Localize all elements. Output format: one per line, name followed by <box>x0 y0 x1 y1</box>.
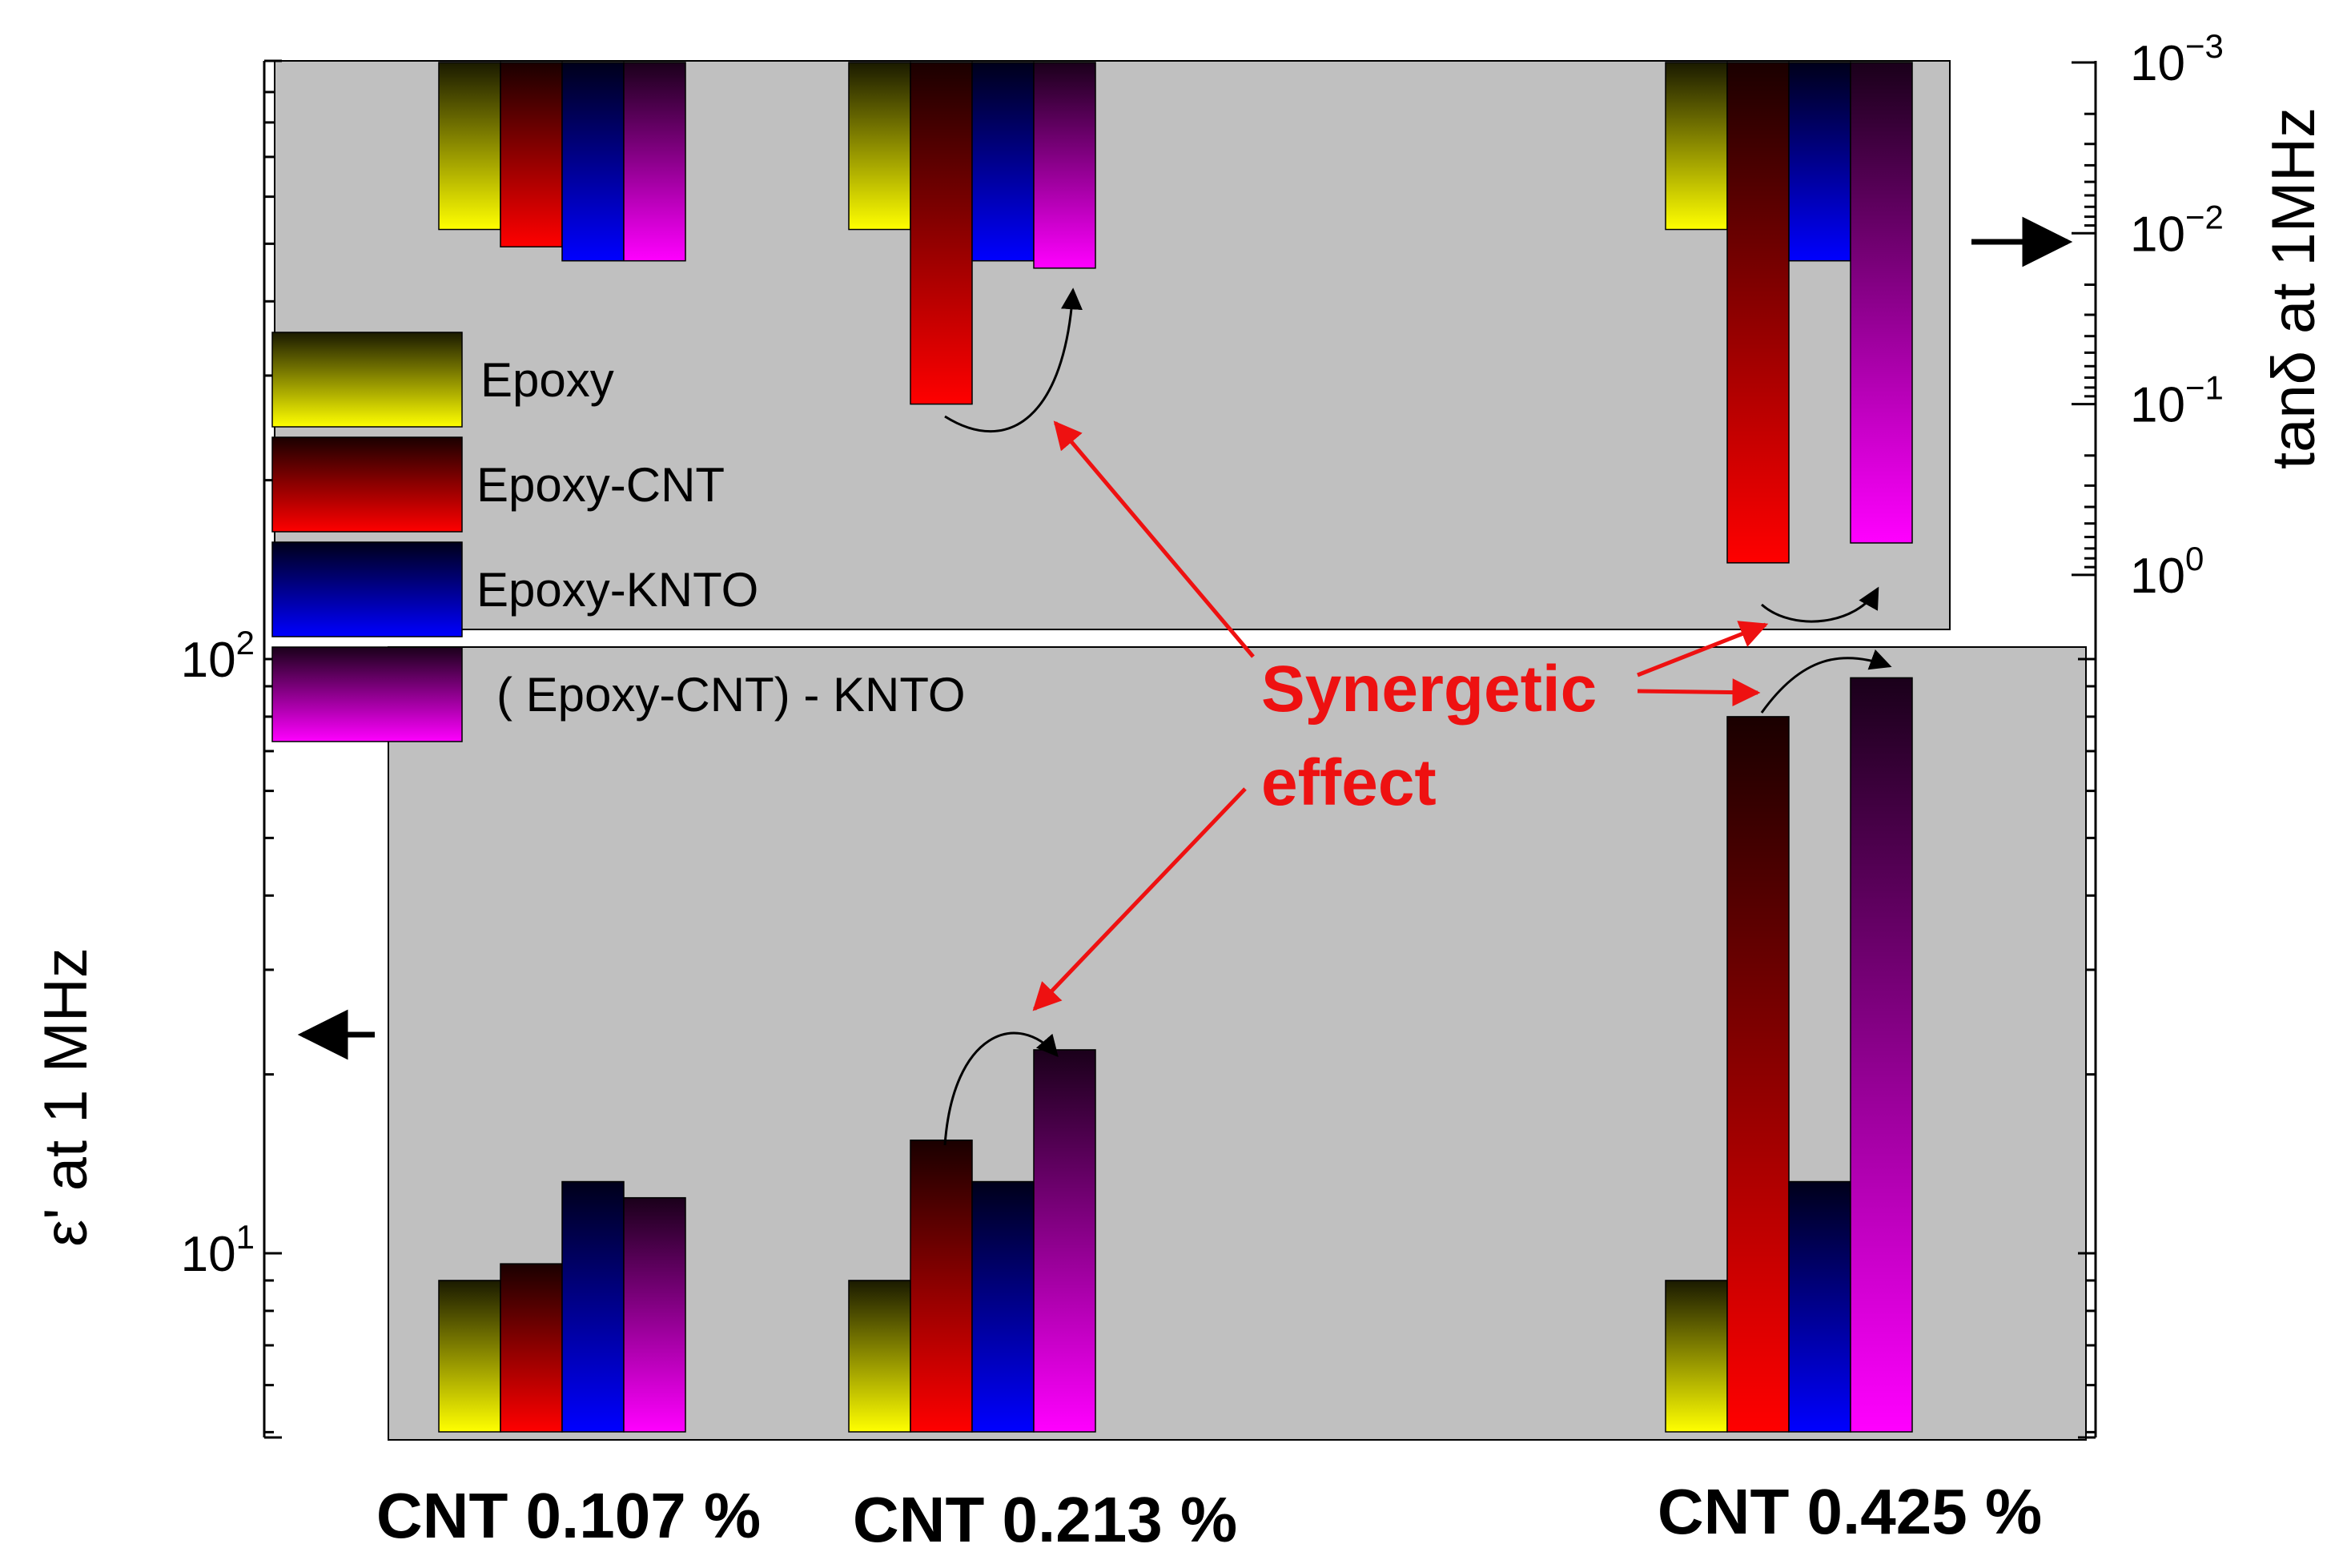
category-labels: CNT 0.107 % CNT 0.213 % CNT 0.425 % <box>376 1476 2042 1555</box>
tand-bar-epoxy-cnt-knto-3 <box>1850 62 1913 544</box>
curve-arrow-tand-0425 <box>1761 586 1879 623</box>
eps-bar-epoxy-cnt-2 <box>910 1140 973 1433</box>
legend-label-3: Epoxy-KNTO <box>476 563 758 617</box>
eps-bar-epoxy-cnt-knto-2 <box>1033 1049 1096 1433</box>
tand-bar-epoxy-cnt-knto-1 <box>623 62 686 262</box>
tand-bar-epoxy-cnt-knto-2 <box>1033 62 1096 269</box>
left-tick-label: 102 <box>181 624 255 688</box>
tand-bar-epoxy-cnt-3 <box>1726 62 1790 564</box>
legend-label-1: Epoxy <box>480 353 614 407</box>
eps-bar-epoxy-cnt-3 <box>1726 716 1790 1433</box>
curve-arrow-eps-0213 <box>943 1031 1059 1146</box>
ticks-layer: 101 102 10−3 10−2 10−1 100 <box>181 27 2224 1439</box>
legend-label-2: Epoxy-CNT <box>476 458 725 512</box>
eps-bar-epoxy-cnt-knto-3 <box>1850 677 1913 1433</box>
right-tick-label: 100 <box>2130 540 2204 604</box>
tand-bar-epoxy-cnt-1 <box>500 62 563 247</box>
red-arrow-to-eps-0425 <box>1637 678 1761 707</box>
red-arrow-to-eps-0213 <box>1032 787 1247 1011</box>
right-tick-label: 10−1 <box>2130 369 2224 433</box>
annotation-synergetic: Synergetic <box>1261 653 1597 726</box>
legend-swatch-1 <box>271 332 463 428</box>
category-label-2: CNT 0.213 % <box>853 1484 1237 1555</box>
curve-arrow-eps-0425 <box>1760 649 1892 714</box>
red-arrow-to-tand-0213 <box>1053 420 1255 658</box>
tand-bar-epoxy-knto-3 <box>1788 62 1851 262</box>
right-y-axis-title: tanδ at 1MHz <box>2260 107 2328 469</box>
tand-bar-epoxy-knto-1 <box>561 62 625 262</box>
curve-arrow-tand-0213 <box>944 287 1083 433</box>
eps-bar-epoxy-knto-1 <box>561 1180 625 1433</box>
right-tick-label: 10−3 <box>2130 27 2224 91</box>
tand-bar-epoxy-cnt-2 <box>910 62 973 405</box>
eps-bar-epoxy-knto-2 <box>971 1180 1035 1433</box>
category-label-1: CNT 0.107 % <box>376 1480 761 1551</box>
right-tick-label: 10−2 <box>2130 198 2224 262</box>
axes-layer <box>263 61 2097 1437</box>
eps-bar-epoxy-1 <box>438 1280 501 1433</box>
tand-bar-epoxy-knto-2 <box>971 62 1035 262</box>
tand-bar-epoxy-2 <box>848 62 911 231</box>
tand-bar-epoxy-3 <box>1665 62 1728 231</box>
legend-swatch-2 <box>271 436 463 533</box>
legend: Epoxy Epoxy-CNT Epoxy-KNTO ( Epoxy-CNT) - K… <box>271 332 966 742</box>
eps-bar-epoxy-cnt-knto-1 <box>623 1196 686 1433</box>
bars-layer <box>438 62 1913 1433</box>
category-label-3: CNT 0.425 % <box>1658 1476 2042 1547</box>
eps-bar-epoxy-knto-3 <box>1788 1180 1851 1433</box>
legend-swatch-3 <box>271 541 463 637</box>
annotation-effect: effect <box>1261 746 1437 819</box>
eps-bar-epoxy-cnt-1 <box>500 1263 563 1433</box>
red-arrow-to-tand-0425 <box>1637 621 1769 677</box>
eps-bar-epoxy-3 <box>1665 1280 1728 1433</box>
eps-bar-epoxy-2 <box>848 1280 911 1433</box>
left-tick-label: 101 <box>181 1218 255 1282</box>
legend-label-4: ( Epoxy-CNT) - KNTO <box>496 668 966 722</box>
legend-swatch-4 <box>271 646 463 742</box>
tand-bar-epoxy-1 <box>438 62 501 231</box>
left-y-axis-title: ε' at 1 MHz <box>32 947 100 1247</box>
